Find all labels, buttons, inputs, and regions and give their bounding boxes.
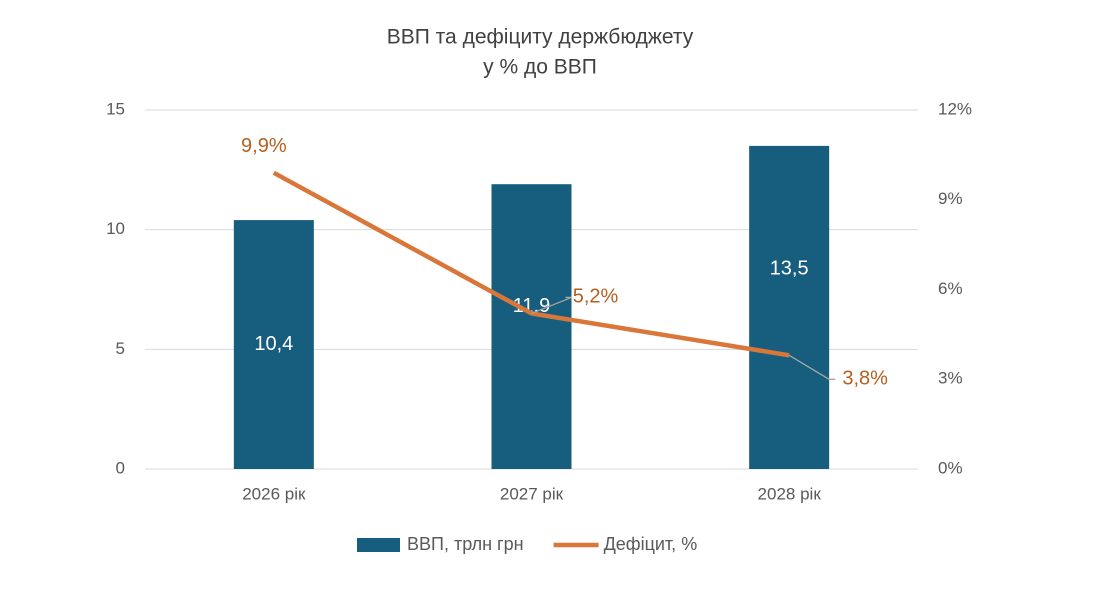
bar: [749, 145, 830, 469]
y-tick-label: 15: [106, 99, 125, 118]
x-tick-label: 2027 рік: [500, 484, 564, 503]
legend-label: ВВП, трлн грн: [407, 534, 524, 554]
legend-symbol: [357, 538, 400, 552]
bar: [233, 220, 314, 469]
bar-value-label: 13,5: [770, 258, 809, 280]
bar-value-label: 11,9: [513, 295, 550, 317]
leader-line: [788, 354, 836, 380]
y2-tick-label: 9%: [938, 189, 963, 208]
y-tick-label: 5: [116, 339, 125, 358]
y2-tick-label: 6%: [938, 279, 963, 298]
leader-line: [531, 296, 572, 315]
y-tick-label: 0: [116, 458, 125, 477]
y2-tick-label: 12%: [938, 99, 972, 118]
x-tick-label: 2026 рік: [242, 484, 306, 503]
legend-label: Дефіцит, %: [604, 534, 698, 554]
x-tick-label: 2028 рік: [758, 484, 822, 503]
y2-tick-label: 3%: [938, 369, 963, 388]
bar: [491, 184, 572, 469]
y-tick-label: 10: [106, 219, 125, 238]
y2-tick-label: 0%: [938, 458, 963, 477]
chart-subtitle: у % до ВВП: [483, 56, 597, 79]
line-value-label: 5,2%: [573, 286, 619, 308]
line-value-label: 9,9%: [241, 135, 287, 157]
bar-value-label: 10,4: [254, 333, 293, 355]
line-value-label: 3,8%: [842, 368, 888, 390]
chart-title: ВВП та дефіциту держбюджету: [387, 26, 694, 49]
